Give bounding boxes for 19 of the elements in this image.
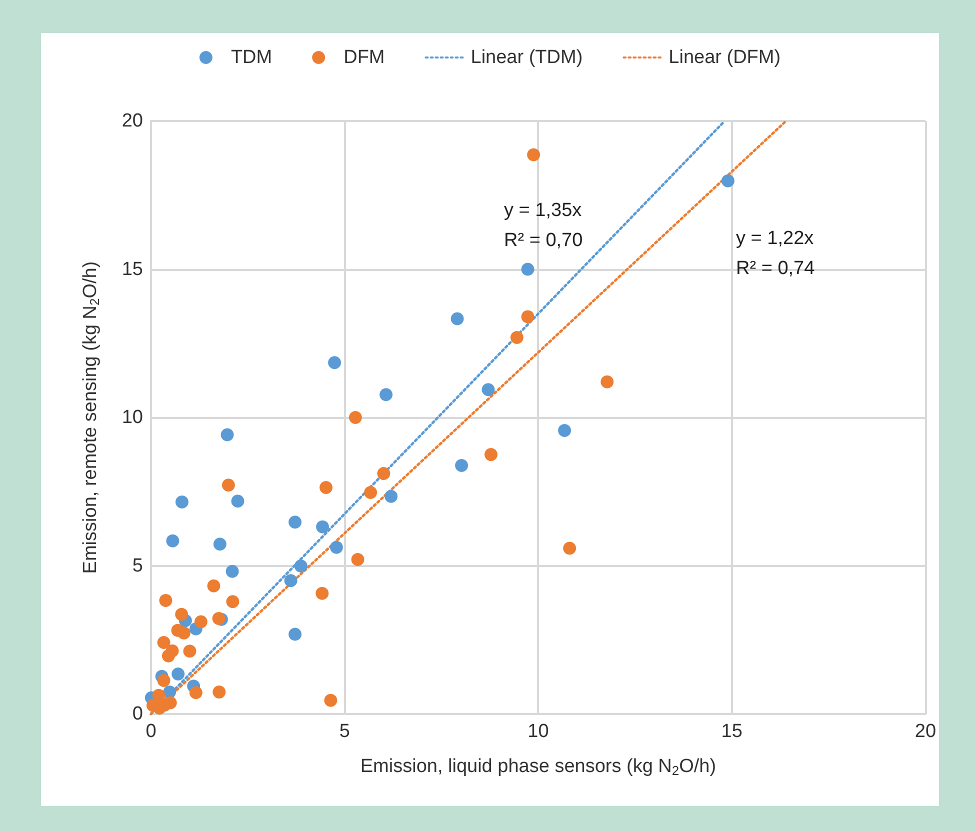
legend-label: TDM bbox=[230, 47, 272, 68]
y-tick-label: 0 bbox=[132, 704, 143, 724]
annotation: y = 1,35x bbox=[504, 200, 582, 221]
y-tick-label: 5 bbox=[132, 555, 143, 576]
y-tick-label: 15 bbox=[122, 258, 143, 280]
x-tick-label: 10 bbox=[528, 721, 549, 742]
y-tick-label: 20 bbox=[122, 110, 143, 132]
legend-label: Linear (TDM) bbox=[470, 47, 583, 68]
annotation: R² = 0,74 bbox=[736, 258, 816, 279]
y-axis-title: Emission, remote sensing (kg N2O/h) bbox=[80, 261, 102, 574]
x-tick-label: 20 bbox=[914, 721, 936, 742]
x-tick-label: 15 bbox=[721, 721, 742, 742]
annotation: y = 1,22x bbox=[736, 228, 814, 249]
y-tick-label: 10 bbox=[122, 407, 143, 428]
legend-label: DFM bbox=[344, 47, 385, 68]
legend-label: Linear (DFM) bbox=[668, 47, 781, 68]
x-tick-label: 0 bbox=[146, 721, 156, 742]
x-tick-label: 5 bbox=[339, 721, 350, 742]
annotation: R² = 0,70 bbox=[504, 230, 583, 251]
